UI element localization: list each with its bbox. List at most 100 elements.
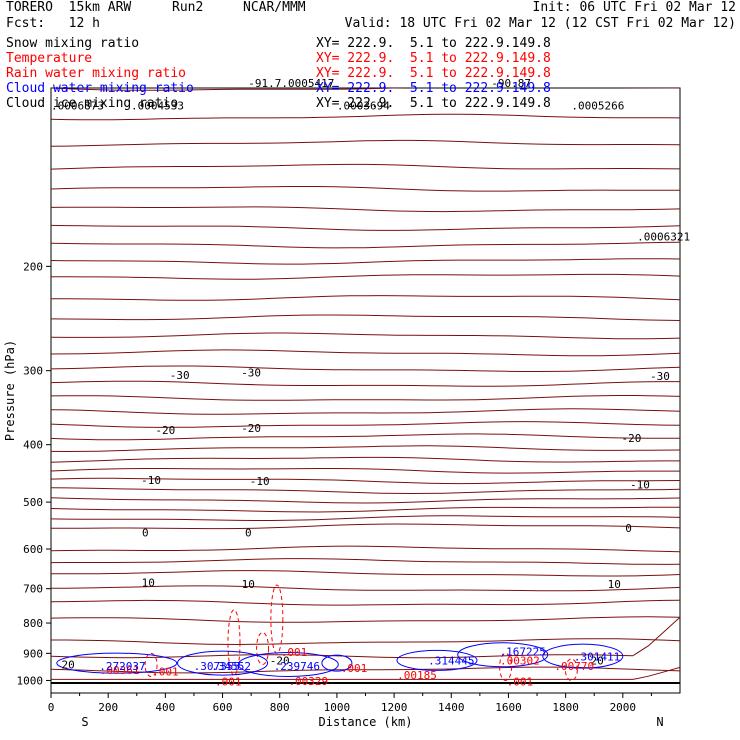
x-tick-label: 1200 — [381, 701, 408, 714]
cloud-water-label: .307355 — [194, 660, 240, 673]
temperature-contour-line — [51, 206, 680, 213]
temperature-label: 10 — [608, 578, 621, 591]
cloud-ice-label: .0006321 — [637, 230, 690, 243]
temperature-label: 0 — [625, 522, 632, 535]
temperature-contour-line — [51, 186, 680, 192]
rain-water-contour — [270, 584, 284, 654]
temperature-contour-line — [51, 456, 680, 463]
field-label-snow: Snow mixing ratio — [6, 36, 140, 51]
x-tick-label: 1400 — [438, 701, 465, 714]
temperature-contour-line — [51, 139, 680, 147]
temperature-label: -10 — [141, 474, 161, 487]
cloud-water-contour — [542, 643, 624, 669]
temperature-contour-line — [51, 332, 680, 340]
temperature-label: -30 — [241, 366, 261, 379]
temperature-contour-line — [51, 616, 680, 623]
rain-water-label: .00302 — [500, 654, 540, 667]
cloud-water-label: .272037 — [99, 660, 145, 673]
cloud-ice-label: .0005266 — [571, 99, 624, 112]
temperature-contour-line — [51, 445, 680, 453]
temperature-label: -20 — [621, 432, 641, 445]
temperature-contour-line — [51, 558, 680, 565]
rain-water-label: .001 — [507, 676, 534, 689]
temperature-contour-line — [51, 258, 680, 265]
x-axis-label: Distance (km) — [319, 715, 413, 729]
field-xy-temperature: XY= 222.9. 5.1 to 222.9.149.8 — [316, 51, 551, 66]
cloud-water-contour — [396, 649, 478, 671]
field-xy-cloud-ice: XY= 222.9. 5.1 to 222.9.149.8 — [316, 96, 551, 111]
valid-label: Valid: 18 UTC Fri 02 Mar 12 (12 CST Fri … — [344, 16, 736, 31]
temperature-contour-line — [51, 295, 680, 301]
temperature-contour-line — [51, 506, 680, 513]
rain-water-label: .001 — [152, 665, 179, 678]
x-tick-label: 1600 — [495, 701, 522, 714]
contour-group — [51, 88, 680, 685]
field-label-temperature: Temperature — [6, 51, 93, 66]
rain-water-contour — [227, 609, 241, 676]
run-label: Run2 — [172, 0, 204, 15]
rain-water-contour — [564, 658, 578, 681]
field-xy-snow: XY= 222.9. 5.1 to 222.9.149.8 — [316, 36, 551, 51]
temperature-contour-line — [51, 477, 680, 485]
temperature-contour-line — [51, 616, 680, 659]
cloud-water-label: .301411 — [574, 651, 620, 664]
temperature-contour-line — [51, 113, 680, 121]
cloud-ice-label: -91.7.0005417 — [248, 77, 334, 90]
rain-water-contour — [144, 652, 158, 678]
y-tick-label: 1000 — [17, 674, 44, 687]
rain-water-label: .001 — [341, 662, 368, 675]
temperature-label: -30 — [170, 369, 190, 382]
x-tick-label: 2000 — [610, 701, 637, 714]
rain-water-label: .001 — [281, 646, 308, 659]
org-label: NCAR/MMM — [243, 0, 306, 15]
temperature-contour-line — [51, 395, 680, 401]
rain-water-contour — [256, 632, 270, 666]
field-label-cloud-ice: Cloud ice mixing ratio — [6, 96, 179, 111]
temperature-label: 10 — [142, 576, 155, 589]
y-tick-label: 600 — [23, 543, 43, 556]
temperature-label: 10 — [242, 578, 255, 591]
y-tick-label: 400 — [23, 439, 43, 452]
temperature-contour-line — [51, 638, 680, 646]
temperature-contour-line — [51, 497, 680, 504]
temperature-contour-line — [51, 523, 680, 530]
init-label: Init: 06 UTC Fri 02 Mar 12 — [532, 0, 737, 15]
temperature-contour-line — [51, 273, 680, 280]
cloud-water-label: .239746 — [274, 660, 320, 673]
rain-water-label: .00361 — [100, 664, 140, 677]
temperature-label: -20 — [270, 654, 290, 667]
temperature-contour-line — [51, 408, 680, 415]
temperature-contour-line — [51, 666, 680, 680]
temperature-contour-line — [51, 585, 680, 592]
end-label-south: S — [81, 715, 88, 729]
x-tick-label: 0 — [48, 701, 55, 714]
temperature-contour-line — [51, 487, 680, 495]
rain-water-label: .00185 — [397, 669, 437, 682]
temperature-contour-line — [51, 421, 680, 428]
temperature-contour-line — [51, 163, 680, 170]
field-label-cloud-water: Cloud water mixing ratio — [6, 81, 194, 96]
temperature-contour-line — [51, 433, 680, 441]
field-xy-cloud-water: XY= 222.9. 5.1 to 222.9.149.8 — [316, 81, 551, 96]
temperature-label: -20 — [155, 424, 175, 437]
temperature-label: -20 — [241, 422, 261, 435]
cloud-ice-label: .0004533 — [131, 99, 184, 112]
cloud-ice-label: -90.87 — [491, 77, 531, 90]
cloud-ice-label: .0006873 — [51, 99, 104, 112]
y-tick-label: 900 — [23, 647, 43, 660]
temperature-contour-line — [51, 349, 680, 357]
temperature-label: -10 — [630, 479, 650, 492]
temperature-contour-line — [51, 380, 680, 387]
temperature-contour-line — [51, 545, 680, 553]
temperature-contour-line — [51, 570, 680, 577]
plot-frame — [50, 87, 681, 694]
x-tick-label: 400 — [155, 701, 175, 714]
model-label: TORERO 15km ARW — [6, 0, 132, 15]
field-label-rain: Rain water mixing ratio — [6, 66, 187, 81]
cloud-water-contour — [457, 642, 549, 668]
x-tick-label: 1800 — [552, 701, 579, 714]
x-tick-label: 800 — [270, 701, 290, 714]
cloud-water-label: .167225 — [500, 645, 546, 658]
temperature-label: 20 — [590, 654, 603, 667]
cloud-water-label: .34552 — [211, 660, 251, 673]
